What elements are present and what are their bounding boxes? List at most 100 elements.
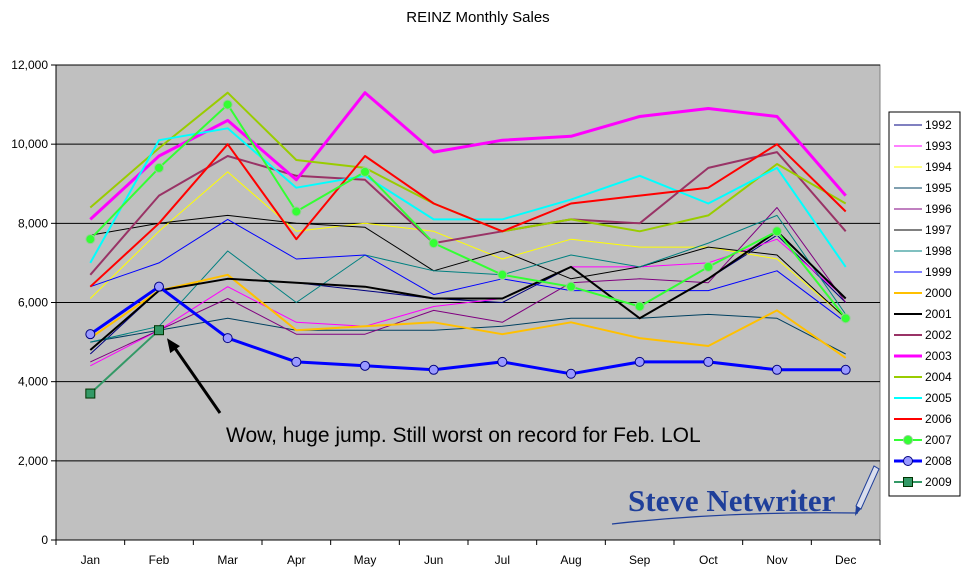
x-tick-label: Jan	[81, 553, 100, 567]
legend-item: 2006	[894, 412, 952, 426]
data-point	[903, 477, 913, 487]
x-tick-label: Apr	[287, 553, 306, 567]
annotation-arrow	[173, 347, 222, 414]
legend-item: 2007	[894, 433, 952, 447]
series-2008	[85, 281, 851, 379]
legend-label: 1998	[925, 244, 952, 258]
series-2001	[89, 230, 847, 351]
data-point	[772, 364, 782, 375]
x-tick-label: Jun	[424, 553, 443, 567]
series-line	[89, 171, 847, 319]
data-point	[566, 368, 576, 379]
data-point	[903, 456, 913, 466]
legend-label: 2009	[925, 475, 952, 489]
chart-title: REINZ Monthly Sales	[406, 9, 549, 26]
legend-item: 2002	[894, 328, 952, 342]
legend-item: 1994	[894, 160, 952, 174]
series-line	[90, 214, 847, 319]
series-1999	[90, 218, 846, 323]
data-point	[703, 356, 714, 367]
legend-item: 1998	[894, 244, 952, 258]
x-tick-label: May	[354, 553, 377, 567]
y-tick-label: 10,000	[11, 137, 48, 151]
axes: 0 2,000 4,000 6,000 8,000 10,000 12,000 Jan Feb M…	[11, 58, 881, 567]
y-tick-label: 6,000	[18, 296, 48, 310]
series-line	[90, 238, 847, 367]
x-tick-label: Nov	[766, 553, 787, 567]
legend-label: 1995	[925, 181, 952, 195]
legend-label: 2006	[925, 412, 952, 426]
legend-item: 1995	[894, 181, 952, 195]
data-point	[634, 356, 645, 367]
data-point	[566, 281, 576, 292]
legend-label: 2002	[925, 328, 952, 342]
series-line	[89, 230, 847, 351]
legend-label: 1992	[925, 118, 952, 132]
x-tick-label: Mar	[217, 553, 238, 567]
legend-label: 2004	[925, 370, 952, 384]
data-point	[222, 99, 233, 110]
series-2005	[89, 127, 847, 268]
series-2006	[89, 143, 847, 288]
data-point	[360, 360, 370, 371]
legend: 1992 1993 1994 1995 1996 1997 1998 1999 2000 2001…	[888, 111, 961, 497]
y-tick-label: 8,000	[18, 216, 48, 230]
series-line	[89, 91, 847, 221]
data-point	[360, 166, 370, 177]
data-point	[772, 226, 782, 237]
annotation: Wow, huge jump. Still worst on record fo…	[167, 338, 701, 447]
legend-item: 1996	[894, 202, 952, 216]
y-tick-label: 4,000	[18, 375, 48, 389]
data-point	[291, 206, 302, 217]
x-tick-label: Dec	[835, 553, 856, 567]
data-point	[903, 435, 913, 445]
data-point	[840, 364, 851, 375]
legend-item: 1992	[894, 118, 952, 132]
data-point	[497, 356, 508, 367]
data-point	[428, 364, 439, 375]
x-tick-label: Oct	[699, 553, 718, 567]
series-line	[89, 143, 847, 288]
series-2007	[85, 99, 851, 324]
data-point	[840, 313, 851, 324]
watermark: Steve Netwriter	[611, 465, 880, 525]
x-tick-label: Aug	[560, 553, 581, 567]
series-2002	[89, 151, 847, 276]
data-point	[154, 325, 164, 336]
legend-label: 1994	[925, 160, 952, 174]
x-tick-label: Feb	[149, 553, 170, 567]
data-point	[634, 301, 645, 312]
legend-item: 2001	[894, 307, 952, 321]
x-tick-label: Jul	[495, 553, 510, 567]
series-line	[90, 214, 847, 343]
y-tick-label: 12,000	[11, 58, 48, 72]
data-point	[85, 234, 96, 245]
pen-icon	[855, 465, 880, 516]
legend-label: 1999	[925, 265, 952, 279]
grid-lines	[56, 64, 880, 462]
legend-item: 2004	[894, 370, 952, 384]
legend-label: 2001	[925, 307, 952, 321]
series-1998	[90, 214, 847, 343]
legend-item: 1999	[894, 265, 952, 279]
series-layer	[85, 91, 851, 399]
legend-label: 2007	[925, 433, 952, 447]
series-2003	[89, 91, 847, 221]
series-1994	[89, 171, 847, 319]
legend-box	[888, 111, 961, 497]
legend-label: 2005	[925, 391, 952, 405]
series-line	[90, 218, 846, 323]
series-line	[89, 329, 160, 395]
legend-item: 2005	[894, 391, 952, 405]
series-line	[89, 103, 847, 319]
legend-item: 1993	[894, 139, 952, 153]
series-line	[89, 273, 847, 359]
series-1993	[90, 238, 847, 367]
annotation-arrowhead	[167, 338, 180, 354]
y-tick-label: 2,000	[18, 454, 48, 468]
series-2000	[89, 273, 847, 359]
data-point	[222, 333, 233, 344]
y-tick-label: 0	[41, 533, 48, 547]
annotation-text: Wow, huge jump. Still worst on record fo…	[226, 424, 701, 447]
